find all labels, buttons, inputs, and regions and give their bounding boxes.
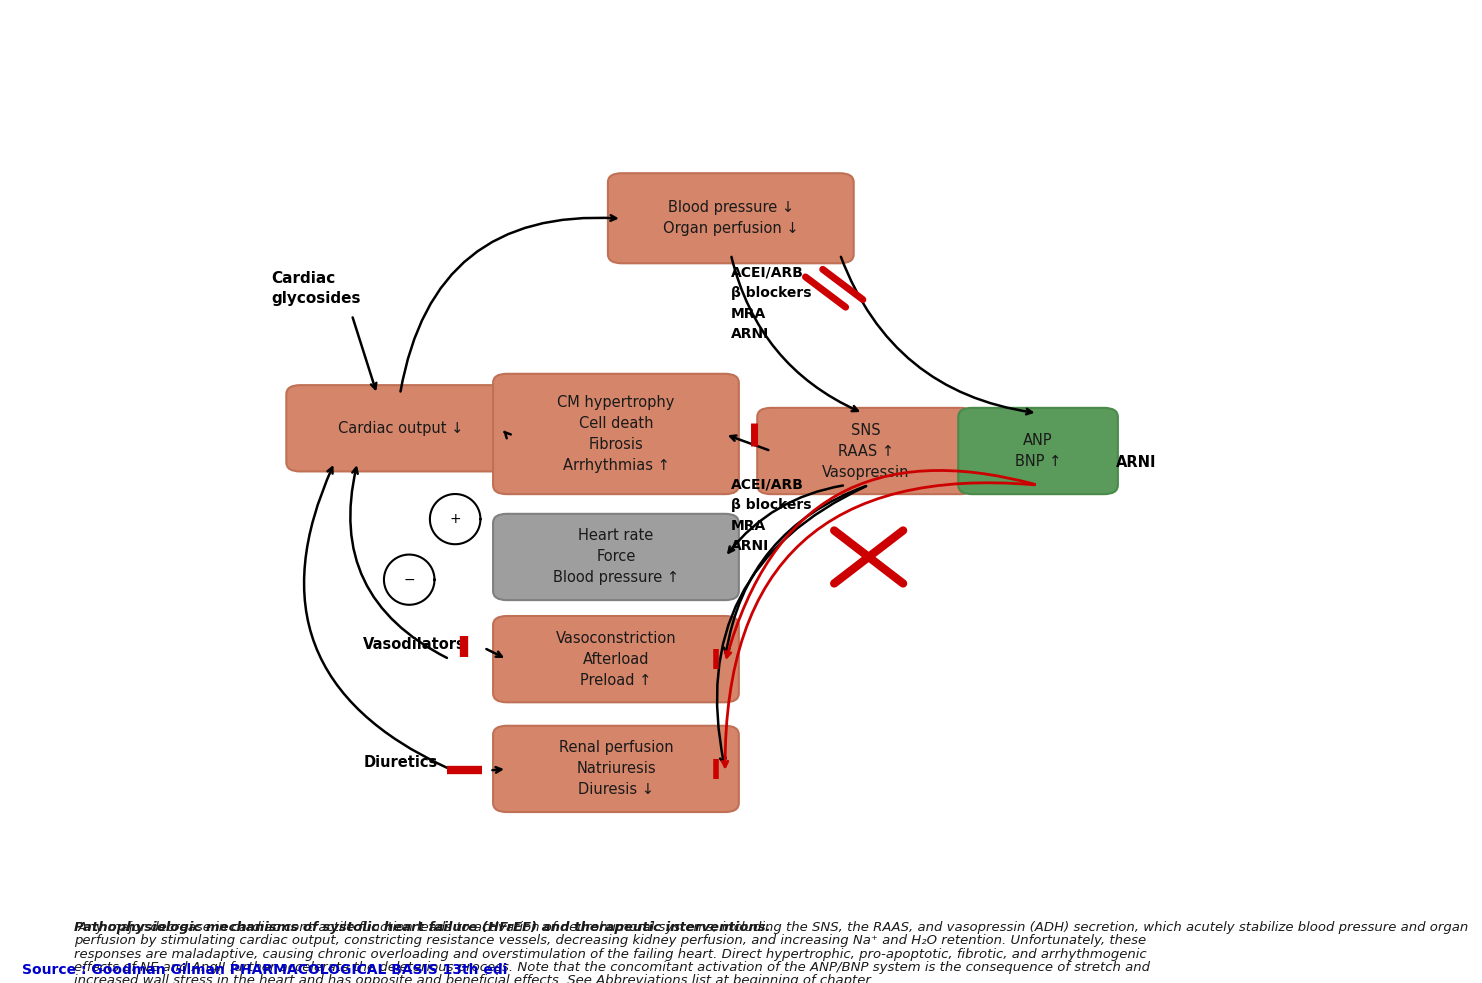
Text: ARNI: ARNI xyxy=(1116,455,1156,470)
Text: Any major decrease in cardiac contractile function leads to activation of neuroh: Any major decrease in cardiac contractil… xyxy=(74,921,1469,934)
FancyBboxPatch shape xyxy=(757,408,974,494)
Text: +: + xyxy=(449,512,461,526)
Text: SNS
RAAS ↑
Vasopressin: SNS RAAS ↑ Vasopressin xyxy=(823,423,910,480)
Text: effects of NE and AngII further accelerate the deleterious process. Note that th: effects of NE and AngII further accelera… xyxy=(74,961,1150,974)
FancyBboxPatch shape xyxy=(608,173,854,263)
Text: increased wall stress in the heart and has opposite and beneficial effects. See : increased wall stress in the heart and h… xyxy=(74,974,874,983)
Text: perfusion by stimulating cardiac output, constricting resistance vessels, decrea: perfusion by stimulating cardiac output,… xyxy=(74,934,1146,948)
FancyBboxPatch shape xyxy=(494,725,740,812)
Text: ACEI/ARB
β blockers
MRA
ARNI: ACEI/ARB β blockers MRA ARNI xyxy=(731,265,811,341)
Text: Diuretics: Diuretics xyxy=(363,755,437,771)
Text: Pathophysiologic mechanisms of systolic heart failure (HFrEF) and therapeutic in: Pathophysiologic mechanisms of systolic … xyxy=(74,921,771,934)
Text: Vasoconstriction
Afterload
Preload ↑: Vasoconstriction Afterload Preload ↑ xyxy=(556,631,676,688)
FancyBboxPatch shape xyxy=(959,408,1117,494)
FancyBboxPatch shape xyxy=(494,514,740,600)
FancyBboxPatch shape xyxy=(494,616,740,702)
Text: Heart rate
Force
Blood pressure ↑: Heart rate Force Blood pressure ↑ xyxy=(553,529,679,586)
Text: ACEI/ARB
β blockers
MRA
ARNI: ACEI/ARB β blockers MRA ARNI xyxy=(731,478,811,553)
Text: −: − xyxy=(403,573,415,587)
Text: Cardiac output ↓: Cardiac output ↓ xyxy=(338,421,464,435)
FancyBboxPatch shape xyxy=(494,374,740,494)
Text: ANP
BNP ↑: ANP BNP ↑ xyxy=(1015,433,1061,469)
Text: Renal perfusion
Natriuresis
Diuresis ↓: Renal perfusion Natriuresis Diuresis ↓ xyxy=(559,740,673,797)
Text: Source : Goodman Gilman PHARMACOLOGICAL BASIS 13th edi: Source : Goodman Gilman PHARMACOLOGICAL … xyxy=(22,963,508,977)
Text: Vasodilators: Vasodilators xyxy=(363,637,465,652)
Text: Blood pressure ↓
Organ perfusion ↓: Blood pressure ↓ Organ perfusion ↓ xyxy=(662,201,799,236)
FancyBboxPatch shape xyxy=(286,385,514,472)
Text: CM hypertrophy
Cell death
Fibrosis
Arrhythmias ↑: CM hypertrophy Cell death Fibrosis Arrhy… xyxy=(557,395,674,473)
Text: responses are maladaptive, causing chronic overloading and overstimulation of th: responses are maladaptive, causing chron… xyxy=(74,948,1147,960)
Text: Cardiac
glycosides: Cardiac glycosides xyxy=(271,271,362,306)
